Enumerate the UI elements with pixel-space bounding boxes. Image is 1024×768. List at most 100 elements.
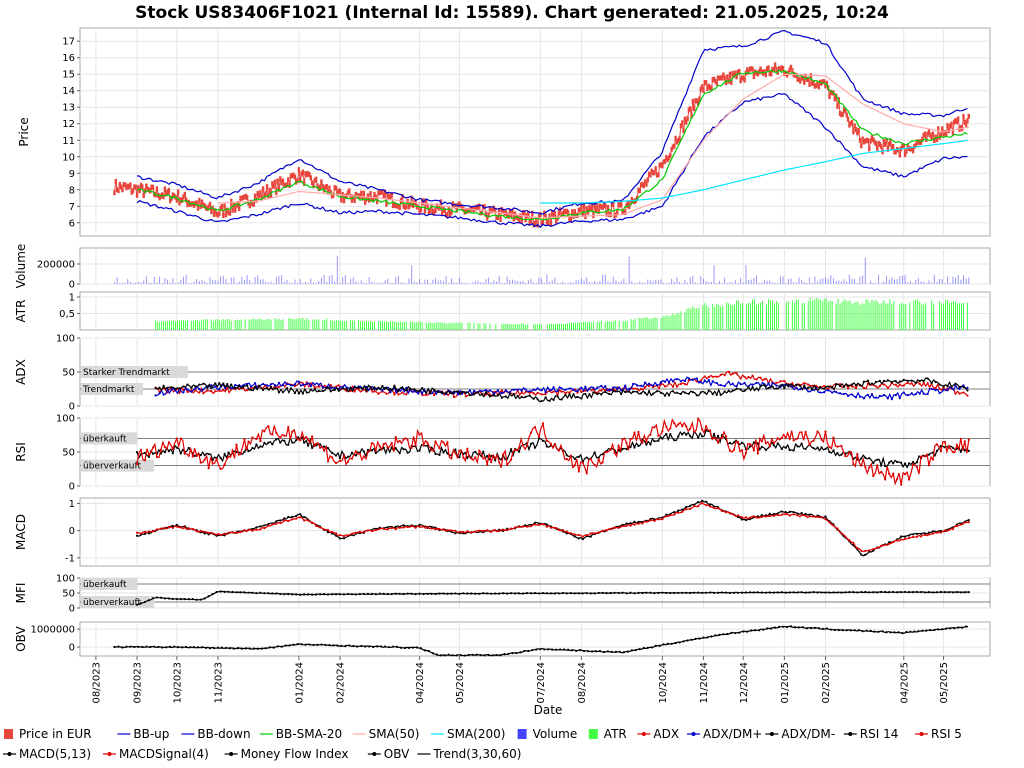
macd-data-point [796,512,799,515]
rsi-data-point [303,437,306,440]
adx-data-point [854,384,858,387]
price-candle [637,187,640,193]
macd-data-point [701,499,704,502]
price-candle [207,204,210,210]
mfi-data-point [593,592,596,595]
price-candle [446,212,449,218]
mfi-data-point [342,593,346,596]
rsi-data-point [832,436,835,439]
rsi-data-point [279,436,282,439]
price-candle [590,204,594,210]
price-candle [777,66,781,72]
price-candle [597,208,600,214]
mfi-data-point [366,592,369,595]
mfi-data-point [215,590,218,594]
price-candle [854,127,858,133]
rsi-data-point [573,464,576,467]
price-candle [346,190,350,196]
obv-data-point [495,653,498,657]
rsi-data-point [251,446,254,450]
adx-data-point [628,387,631,390]
price-candle [600,204,603,210]
price-candle [861,136,864,142]
adx-data-point [926,382,929,385]
macd-data-point [279,521,282,525]
mfi-data-point [617,591,620,595]
price-candle [393,202,396,208]
rsi-data-point [593,451,596,454]
macd-data-point [163,526,166,530]
macd-data-point [454,529,457,532]
adx-data-point [532,397,535,400]
rsi-data-point [287,425,290,429]
macd-data-point [776,513,779,516]
adx-data-point [305,391,308,394]
obv-data-point [746,630,749,633]
price-candle [378,190,381,196]
price-ytick-label: 13 [62,103,75,114]
legend-item: ADX/DM- [765,727,835,741]
legend-item: Volume [517,727,577,741]
price-candle [598,203,602,209]
adx-data-point [317,383,320,386]
price-candle [499,216,502,222]
macd-data-point [458,531,461,534]
macd-data-point [728,512,732,515]
mfi-data-point [195,598,198,601]
adx-data-point [484,391,488,394]
macd-data-point [573,535,576,538]
rsi-data-point [756,442,759,445]
macd-data-point [183,526,186,529]
adx-data-point [254,382,257,385]
adx-data-point [787,385,790,388]
macd-data-point [386,526,389,529]
price-candle [361,195,364,201]
price-candle [887,141,891,147]
price-candle [929,132,932,138]
rsi-data-point [354,454,358,457]
adx-data-point [763,378,766,381]
obv-data-point [579,649,582,652]
rsi-data-point [772,444,775,447]
price-candle [728,71,732,77]
adx-data-point [636,390,639,393]
macd-data-point [514,526,517,529]
obv-data-point [754,629,757,632]
adx-data-point [560,387,563,390]
macd-ytick-label: -1 [65,553,75,564]
macd-data-point [350,532,354,535]
mfi-data-point [689,591,692,595]
adx-data-point [540,393,543,396]
macd-data-point [740,518,744,521]
rsi-data-point [255,437,258,441]
macd-data-point [784,511,787,514]
rsi-data-point [657,434,660,437]
macd-data-point [521,525,525,528]
adx-data-point [703,375,706,378]
price-candle [922,132,925,138]
adx-data-point [297,380,300,383]
rsi-data-point [203,458,206,461]
mfi-data-point [438,592,441,595]
price-candle [113,190,116,196]
obv-data-point [869,629,872,632]
price-candle [743,77,746,83]
mfi-data-point [597,591,600,595]
macd-data-point [430,527,433,530]
price-candle [647,171,651,177]
obv-data-point [865,629,868,632]
price-candle [917,140,920,146]
adx-data-point [922,392,925,395]
rsi-data-point [251,436,254,439]
rsi-data-point [350,451,354,454]
price-candle [933,138,936,144]
x-tick-label: 05/2024 [455,662,466,704]
price-candle [768,71,771,77]
volume-plot-area [79,247,991,285]
adx-data-point [632,390,635,393]
adx-data-point [429,391,432,394]
adx-data-point [210,384,213,387]
rsi-data-point [458,456,461,459]
adx-data-point [747,375,750,379]
